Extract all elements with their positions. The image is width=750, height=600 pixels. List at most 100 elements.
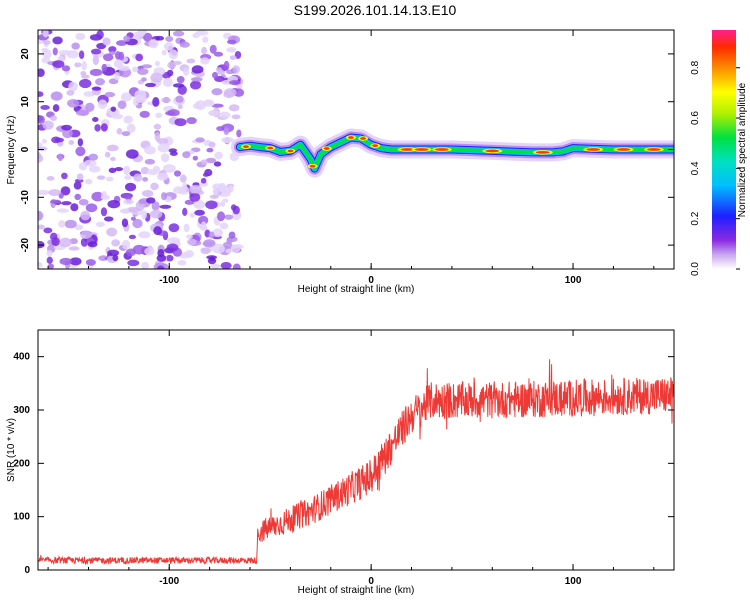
noise-blob	[228, 80, 241, 86]
noise-blob	[105, 176, 114, 182]
y-tick-label: 0	[20, 146, 31, 152]
noise-blob	[233, 88, 245, 97]
noise-blob	[190, 77, 203, 82]
noise-blob	[200, 221, 207, 230]
noise-blob	[236, 129, 242, 138]
snr-xlabel: Height of straight line (km)	[298, 585, 415, 596]
noise-blob	[61, 124, 73, 131]
noise-blob	[104, 151, 111, 158]
ridge-hotspot-core	[372, 144, 379, 148]
noise-blob	[107, 249, 120, 257]
noise-blob	[74, 62, 82, 68]
noise-blob	[162, 72, 171, 79]
noise-blob	[80, 210, 91, 221]
noise-blob	[96, 175, 106, 180]
noise-blob	[127, 259, 140, 267]
noise-blob	[84, 178, 93, 185]
noise-blob	[130, 216, 136, 221]
noise-blob	[58, 49, 71, 55]
noise-blob	[123, 165, 131, 176]
x-tick-label: 100	[565, 275, 582, 286]
noise-blob	[83, 91, 95, 97]
noise-blob	[165, 36, 174, 42]
ridge-hotspot-core	[309, 164, 316, 168]
y-tick-label: 300	[13, 405, 30, 416]
ridge-hotspot-core	[347, 136, 354, 139]
noise-blob	[124, 182, 137, 192]
colorbar-label: Normalized spectral amplitude	[737, 82, 748, 217]
noise-blob	[41, 138, 48, 144]
noise-blob	[128, 234, 137, 240]
noise-blob	[226, 237, 233, 244]
noise-blob	[88, 153, 99, 161]
noise-blob	[102, 53, 114, 62]
noise-blob	[219, 111, 231, 119]
noise-blob	[183, 223, 190, 233]
noise-blob	[217, 211, 226, 222]
noise-blob	[50, 91, 63, 101]
noise-blob	[78, 50, 85, 60]
noise-blob	[232, 263, 241, 269]
x-tick-label: 0	[368, 275, 374, 286]
noise-blob	[38, 146, 48, 151]
noise-blob	[90, 48, 102, 55]
noise-blob	[48, 189, 61, 196]
noise-blob	[230, 204, 237, 211]
noise-blob	[38, 91, 44, 97]
noise-blob	[212, 243, 225, 254]
noise-blob	[232, 65, 241, 74]
noise-blob	[212, 228, 224, 238]
noise-blob	[102, 37, 111, 46]
noise-blob	[95, 221, 105, 227]
noise-blob	[202, 172, 210, 177]
noise-blob	[42, 40, 51, 45]
noise-blob	[50, 199, 62, 204]
noise-blob	[59, 237, 72, 248]
noise-blob	[191, 65, 204, 74]
snr-panel: -100 0 100 0 100 200 300 400 Height of straight…	[6, 329, 675, 596]
noise-blob	[200, 177, 207, 184]
noise-blob	[177, 260, 187, 266]
noise-blob	[226, 47, 237, 53]
noise-blob	[59, 257, 72, 266]
noise-blob	[56, 208, 69, 213]
noise-blob	[226, 39, 237, 45]
noise-blob	[68, 140, 75, 145]
noise-blob	[52, 36, 63, 45]
noise-blob	[113, 59, 124, 68]
noise-blob	[203, 100, 215, 107]
noise-blob	[179, 41, 190, 48]
noise-blob	[114, 166, 124, 172]
noise-blob	[228, 231, 236, 239]
noise-blob	[91, 86, 102, 91]
noise-blob	[222, 198, 229, 203]
noise-blob	[126, 123, 136, 133]
noise-blob	[38, 142, 43, 147]
noise-blob	[186, 117, 197, 125]
noise-blob	[97, 99, 108, 110]
noise-blob	[182, 207, 188, 217]
noise-blob	[189, 192, 201, 202]
noise-blob	[226, 69, 234, 75]
snr-series-line	[38, 359, 674, 566]
colorbar: 0.0 0.2 0.4 0.6 0.8 Normalized spectral ampl…	[690, 30, 748, 276]
noise-blob	[52, 104, 60, 112]
noise-blob	[160, 153, 170, 163]
ridge-hotspot-core	[414, 148, 429, 151]
spectrogram-xlabel: Height of straight line (km)	[298, 284, 415, 295]
noise-blob	[38, 154, 44, 163]
noise-blob	[194, 209, 205, 216]
y-tick-label: 0	[24, 565, 30, 576]
y-tick-label: -10	[20, 190, 31, 205]
noise-blob	[173, 186, 185, 194]
noise-blob	[202, 36, 209, 43]
colorbar-tick-label: 0.0	[690, 262, 701, 276]
noise-blob	[114, 51, 121, 60]
noise-blob	[208, 109, 220, 117]
noise-blob	[229, 55, 237, 60]
noise-blob	[81, 60, 87, 71]
noise-blob	[203, 239, 216, 248]
noise-blob	[155, 112, 163, 118]
noise-blob	[133, 173, 143, 182]
noise-blob	[184, 249, 195, 258]
